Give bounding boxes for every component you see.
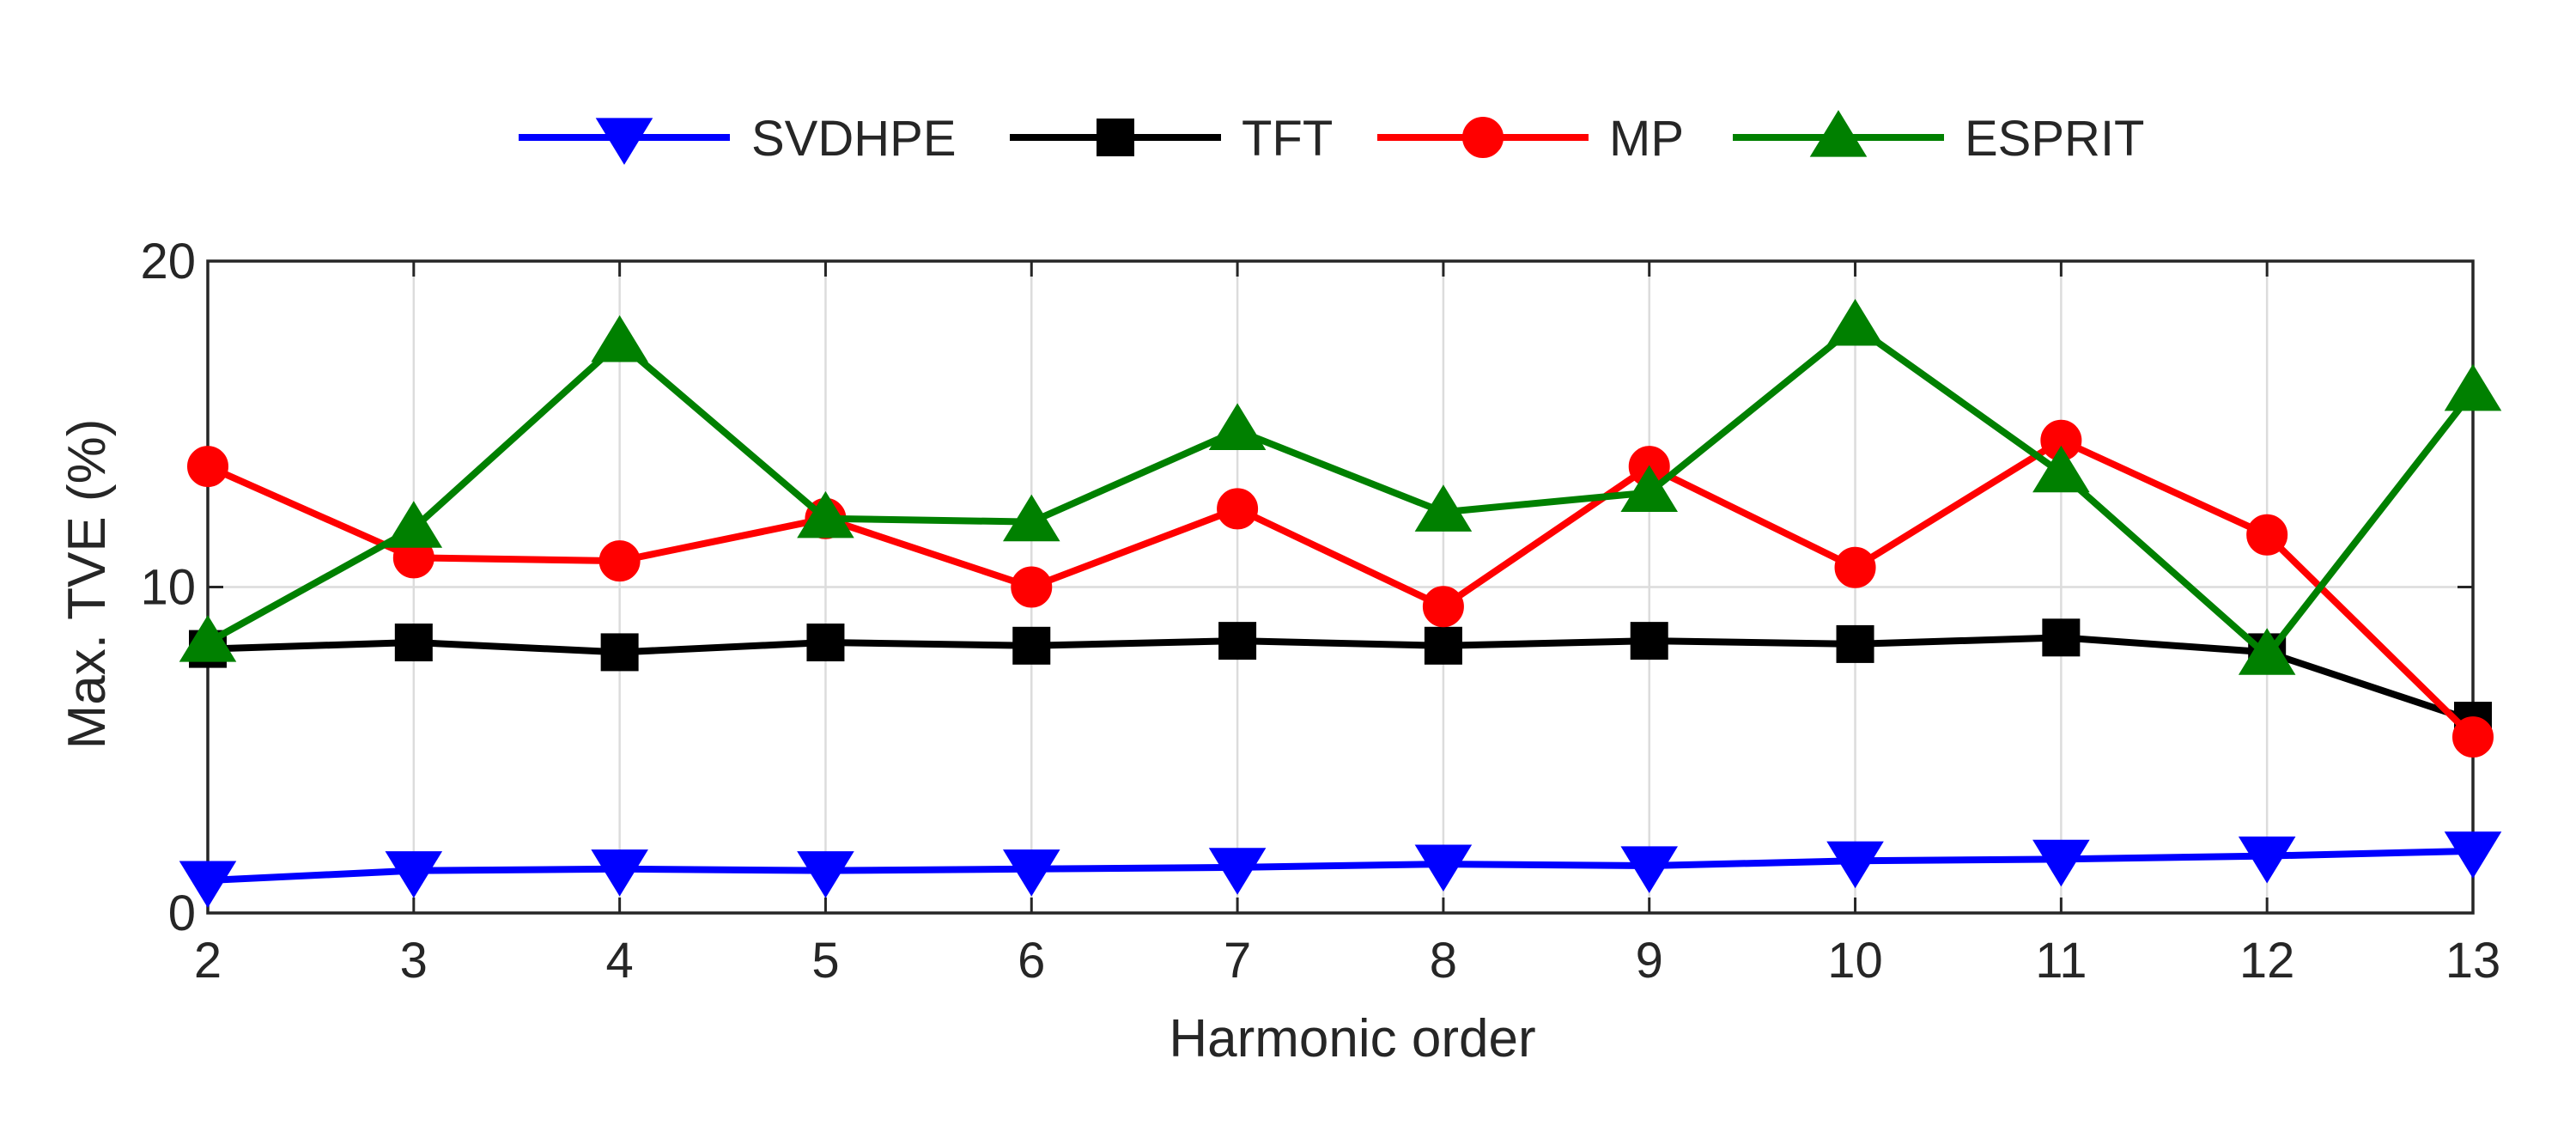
data-point-svdhpe [1208, 848, 1267, 895]
x-tick-label: 6 [1018, 933, 1045, 989]
x-tick-label: 5 [811, 933, 839, 989]
data-point-esprit [1002, 494, 1060, 542]
series-layer [179, 298, 2502, 908]
data-point-mp [2452, 716, 2494, 758]
series-line-esprit [206, 322, 2476, 660]
data-point-tft [394, 624, 433, 662]
data-point-tft [1012, 626, 1051, 665]
data-point-mp [1217, 488, 1259, 530]
data-point-mp [187, 446, 228, 488]
data-point-svdhpe [1002, 849, 1060, 897]
data-point-esprit [2238, 628, 2296, 675]
data-point-tft [806, 624, 845, 662]
data-point-tft [1424, 626, 1462, 665]
data-point-svdhpe [385, 851, 443, 898]
legend-marker-mp [1462, 117, 1504, 158]
data-point-tft [2042, 618, 2081, 657]
data-point-tft [1836, 624, 1874, 663]
legend-label-esprit: ESPRIT [1965, 111, 2145, 167]
legend-marker-svdhpe [595, 118, 653, 165]
legend-item-svdhpe: SVDHPE [519, 111, 957, 167]
x-tick-label: 4 [606, 933, 634, 989]
data-point-esprit [797, 490, 854, 539]
series-tft [189, 618, 2492, 740]
data-point-svdhpe [591, 849, 648, 897]
axes: 2 3 4 5 6 7 8 9 10 11 12 13 0 10 20 [140, 234, 2500, 989]
x-tick-label: 2 [194, 933, 222, 989]
data-point-svdhpe [1826, 841, 1884, 889]
data-point-tft [1630, 622, 1668, 660]
series-line-svdhpe [207, 847, 2474, 885]
legend-marker-esprit [1809, 110, 1868, 157]
data-point-tft [600, 633, 639, 672]
data-point-svdhpe [2032, 839, 2090, 887]
x-axis-label: Harmonic order [1169, 1009, 1535, 1068]
data-point-esprit [179, 615, 237, 662]
data-point-svdhpe [2444, 831, 2502, 879]
data-point-mp [598, 540, 641, 582]
data-point-esprit [385, 501, 443, 548]
series-line-tft [207, 634, 2475, 724]
legend-label-svdhpe: SVDHPE [751, 111, 957, 167]
series-line-mp [206, 436, 2476, 739]
x-tick-label: 10 [1827, 933, 1883, 989]
y-tick-label: 10 [140, 560, 196, 616]
data-point-svdhpe [1414, 844, 1473, 892]
x-tick-label: 11 [2035, 933, 2087, 989]
data-point-mp [1422, 586, 1464, 628]
legend: SVDHPE TFT MP ESPRIT [519, 110, 2145, 167]
data-point-svdhpe [2238, 836, 2296, 884]
y-tick-label: 0 [168, 885, 196, 941]
x-tick-label: 12 [2239, 933, 2295, 989]
data-point-esprit [1414, 484, 1473, 532]
x-tick-label: 3 [400, 933, 428, 989]
legend-item-esprit: ESPRIT [1733, 110, 2145, 167]
data-point-esprit [591, 314, 648, 362]
data-point-esprit [1208, 403, 1267, 450]
x-tick-label: 8 [1430, 933, 1457, 989]
data-point-svdhpe [797, 851, 854, 898]
y-tick-label: 20 [140, 234, 196, 289]
legend-item-mp: MP [1377, 111, 1684, 167]
data-point-esprit [1620, 465, 1679, 513]
data-point-esprit [2032, 445, 2090, 493]
data-point-mp [1834, 546, 1876, 588]
data-point-mp [1011, 566, 1053, 608]
x-tick-label: 9 [1636, 933, 1663, 989]
y-axis-label: Max. TVE (%) [58, 419, 117, 750]
series-esprit [179, 298, 2502, 675]
data-point-svdhpe [179, 861, 237, 908]
series-svdhpe [179, 831, 2502, 908]
data-point-svdhpe [1620, 846, 1679, 893]
data-point-tft [1218, 622, 1257, 660]
legend-item-tft: TFT [1010, 111, 1333, 167]
x-tick-label: 13 [2445, 933, 2501, 989]
legend-marker-tft [1097, 119, 1134, 156]
data-point-esprit [2444, 363, 2502, 411]
x-tick-label: 7 [1224, 933, 1251, 989]
plot-frame [206, 259, 2475, 915]
data-point-mp [2246, 514, 2288, 556]
legend-label-tft: TFT [1242, 111, 1333, 167]
data-point-esprit [1826, 298, 1884, 346]
legend-label-mp: MP [1609, 111, 1684, 167]
